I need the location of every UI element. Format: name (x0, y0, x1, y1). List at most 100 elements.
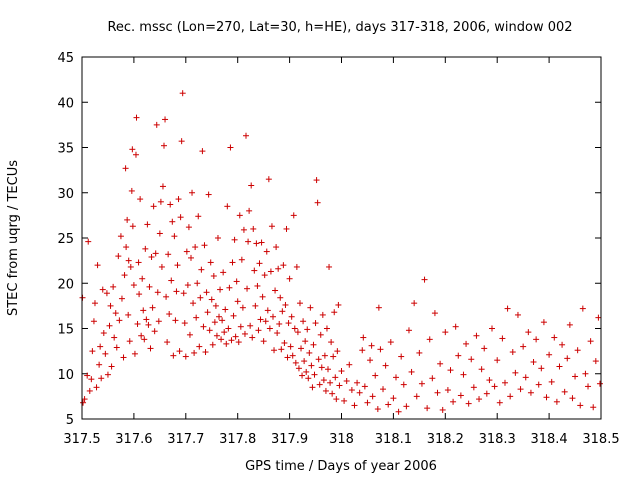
data-point (85, 238, 92, 245)
data-point (392, 374, 399, 381)
data-point (372, 372, 379, 379)
data-point (192, 244, 199, 251)
x-tick-label: 318 (329, 432, 354, 447)
data-point (158, 263, 165, 270)
data-point (108, 363, 115, 370)
data-point (288, 313, 295, 320)
data-point (317, 331, 324, 338)
data-point (133, 114, 140, 121)
data-point (161, 142, 168, 149)
data-point (295, 365, 302, 372)
x-tick-label: 317.7 (167, 432, 204, 447)
data-point (231, 236, 238, 243)
x-tick-label: 317.9 (271, 432, 308, 447)
data-point (302, 338, 309, 345)
data-point (323, 325, 330, 332)
data-point (211, 319, 218, 326)
data-point (248, 182, 255, 189)
data-point (512, 369, 519, 376)
data-point (348, 387, 355, 394)
data-point (504, 305, 511, 312)
data-point (525, 329, 532, 336)
data-point (194, 280, 201, 287)
data-point (447, 367, 454, 374)
chart-title: Rec. mssc (Lon=270, Lat=30, h=HE), days … (107, 20, 572, 35)
data-point (253, 240, 260, 247)
data-point (156, 230, 163, 237)
data-point (267, 268, 274, 275)
data-point (590, 404, 597, 411)
data-point (306, 349, 313, 356)
data-point (167, 201, 174, 208)
data-point (219, 317, 226, 324)
data-point (110, 283, 117, 290)
data-point (207, 259, 214, 266)
data-point (405, 327, 412, 334)
data-point (395, 408, 402, 415)
data-point (509, 349, 516, 356)
data-point (540, 319, 547, 326)
data-point (142, 245, 149, 252)
data-point (176, 348, 183, 355)
data-point (486, 377, 493, 384)
data-point (218, 336, 225, 343)
data-point (411, 300, 418, 307)
data-point (564, 355, 571, 362)
data-point (530, 358, 537, 365)
data-point (473, 332, 480, 339)
data-point (275, 265, 282, 272)
data-point (260, 338, 267, 345)
data-point (304, 326, 311, 333)
data-point (179, 90, 186, 97)
data-point (413, 393, 420, 400)
data-point (283, 225, 290, 232)
data-point (437, 360, 444, 367)
data-point (289, 352, 296, 359)
data-point (325, 366, 332, 373)
data-point (208, 296, 215, 303)
data-point (152, 250, 159, 257)
data-point (178, 138, 185, 145)
data-point (200, 323, 207, 330)
data-point (214, 235, 221, 241)
data-point (173, 288, 180, 295)
data-point (243, 132, 250, 139)
data-point (368, 342, 375, 349)
data-point (298, 345, 305, 352)
data-point (247, 322, 254, 329)
data-point (277, 294, 284, 301)
data-point (254, 282, 261, 289)
data-point (346, 361, 353, 368)
data-point (98, 375, 105, 382)
data-point (354, 379, 361, 386)
data-point (265, 176, 272, 183)
data-point (196, 343, 203, 350)
y-tick-label: 10 (57, 368, 74, 383)
data-point (556, 363, 563, 370)
data-point (170, 352, 177, 359)
data-point (318, 364, 325, 371)
data-point (281, 339, 288, 346)
data-point (122, 165, 129, 172)
data-point (312, 320, 319, 327)
data-point (209, 341, 216, 348)
data-point (259, 293, 266, 300)
data-point (457, 392, 464, 399)
data-point (592, 358, 599, 365)
data-point (140, 307, 147, 314)
data-point (596, 380, 603, 387)
data-point (234, 298, 241, 305)
data-point (168, 277, 175, 284)
data-point (240, 226, 247, 233)
data-point (444, 387, 451, 394)
data-point (249, 334, 256, 341)
data-point (522, 374, 529, 381)
data-point (117, 233, 124, 240)
data-point (499, 335, 506, 342)
data-point (271, 347, 278, 354)
data-point (96, 361, 103, 368)
data-point (80, 399, 87, 406)
data-point (408, 368, 415, 375)
data-point (272, 287, 279, 294)
data-point (251, 267, 258, 274)
